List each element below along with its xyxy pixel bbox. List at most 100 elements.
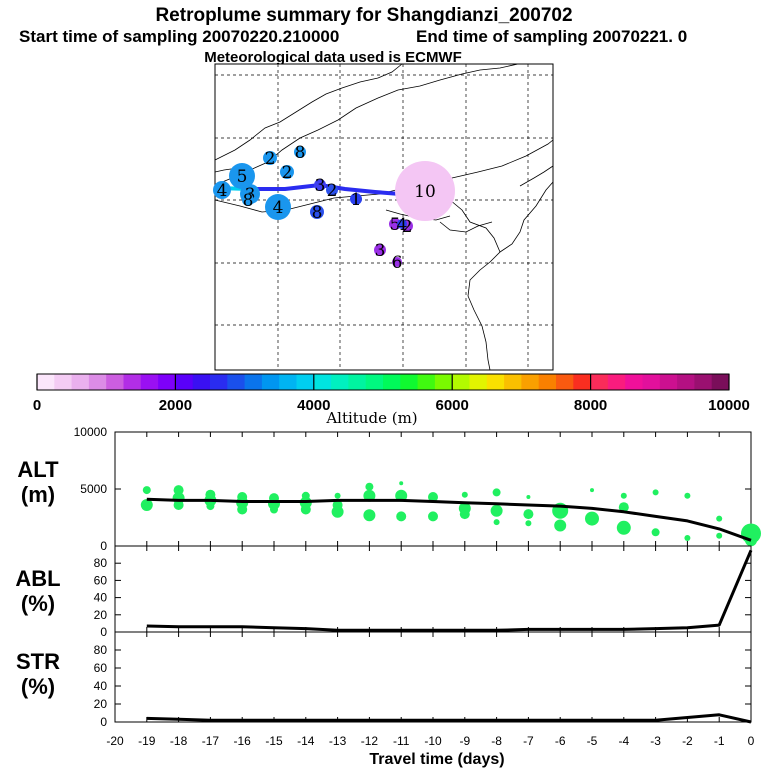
y-tick-label: 60 [94,573,108,587]
alt-panel-label: ALT [17,457,59,482]
map-marker-label: 2 [282,163,293,183]
map-marker-label: 4 [273,198,284,218]
str-panel-unit: (%) [21,674,55,699]
x-tick-label: -10 [424,734,442,748]
altitude-point [651,528,660,537]
altitude-point [428,511,438,522]
altitude-point [395,489,408,502]
map-marker-label: 4 [397,215,408,235]
altitude-point [206,502,215,511]
altitude-point [140,499,153,511]
colorbar-swatch [37,374,55,390]
altitude-point [173,500,184,510]
y-tick-label: 10000 [74,425,108,439]
colorbar-swatch [400,374,418,390]
map-plume-marker [213,181,231,199]
x-tick-label: -1 [714,734,725,748]
x-tick-label: -2 [682,734,693,748]
colorbar-label: Altitude (m) [325,409,417,427]
altitude-point [459,509,470,520]
colorbar-tick-label: 10000 [708,397,750,414]
colorbar-tick-label: 0 [33,397,41,414]
altitude-point [363,489,376,502]
altitude-point [616,520,631,535]
y-tick-label: 60 [94,661,108,675]
colorbar-swatch [54,374,72,390]
met-data-note: Meteorological data used is ECMWF [204,49,462,66]
altitude-point [399,481,404,486]
colorbar-tick-label: 2000 [159,397,192,414]
colorbar-swatch [417,374,436,390]
altitude-point [526,495,531,499]
y-tick-label: 80 [94,643,108,657]
map-plume-marker [350,193,362,205]
altitude-colorbar: 0 2000 4000 6000 8000 10000 Altitude (m) [33,373,750,427]
map-plume-marker [395,161,455,221]
x-tick-label: -16 [234,734,252,748]
colorbar-swatch [71,374,90,390]
x-tick-label: -9 [459,734,470,748]
colorbar-swatch [331,374,349,390]
x-tick-label: -6 [555,734,566,748]
altitude-point [554,519,567,532]
altitude-point [331,505,344,518]
map-plume-marker [265,194,291,220]
colorbar-swatch [88,374,107,390]
y-tick-label: 5000 [80,482,107,496]
str-panel-label: STR [16,649,60,674]
altitude-point [363,509,376,522]
colorbar-swatch [538,374,557,390]
map-marker-label: 4 [217,181,228,201]
map-plume-marker [280,165,294,179]
map-gridlines [215,64,553,370]
abl-series-line [146,549,753,632]
altitude-point [365,482,374,491]
x-tick-label: -13 [329,734,347,748]
colorbar-swatch [106,374,124,390]
colorbar-swatch [261,374,280,390]
colorbar-swatch [677,374,695,390]
altitude-point [684,492,691,499]
map-marker-label: 1 [351,190,362,210]
colorbar-swatch [348,374,367,390]
panel-abl: 0 20 40 60 80 [94,545,753,639]
map-marker-label: 2 [402,217,413,237]
colorbar-swatch [383,374,401,390]
altitude-point [396,511,407,522]
colorbar-swatch [452,374,470,390]
y-tick-label: 20 [94,697,108,711]
colorbar-swatch [694,374,713,390]
panel-frame [114,631,752,723]
colorbar-swatch [140,374,159,390]
altitude-point [618,502,629,513]
colorbar-swatch [590,374,609,390]
colorbar-swatch [607,374,626,390]
map-plume-marker [294,146,306,158]
x-tick-label: -3 [650,734,661,748]
colorbar-swatch [123,374,142,390]
map-marker-label: 2 [327,181,338,201]
map-marker-label: 8 [295,143,306,163]
colorbar-swatch [573,374,591,390]
x-tick-label: -4 [618,734,629,748]
altitude-point [525,520,532,527]
y-tick-label: 20 [94,608,108,622]
altitude-point [173,485,184,496]
map-marker-label: 8 [243,191,254,211]
map-plume-marker [392,257,402,267]
trajectory-map: 54382284823111052436 [213,63,554,371]
colorbar-swatch [659,374,678,390]
altitude-point [716,515,723,522]
x-tick-label: -7 [523,734,534,748]
colorbar-swatch [434,374,453,390]
altitude-point [523,509,534,520]
altitude-point [684,535,691,541]
figure-title: Retroplume summary for Shangdianzi_20070… [155,5,572,26]
colorbar-swatch [504,374,522,390]
map-marker-label: 5 [390,215,401,235]
colorbar-swatch [365,374,384,390]
altitude-point [585,511,599,526]
y-tick-label: 40 [94,591,108,605]
map-marker-label: 2 [265,149,276,169]
